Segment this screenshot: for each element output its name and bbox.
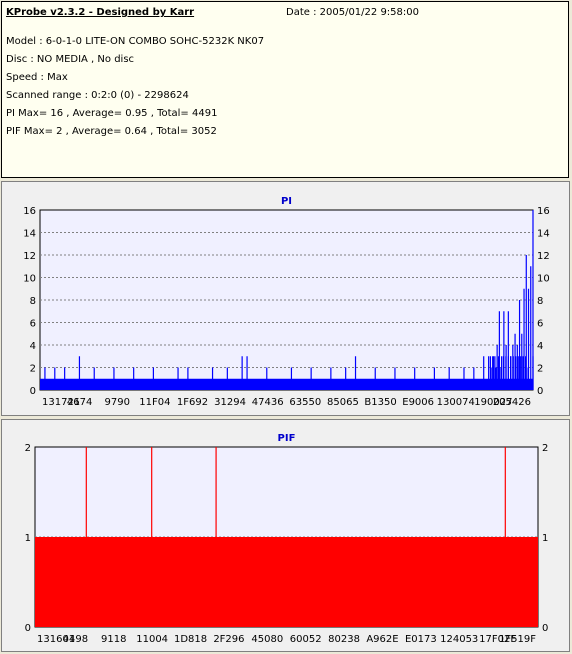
pi-ytick-left: 6 xyxy=(30,319,36,330)
pi-xtick-label: 31294 xyxy=(214,397,246,408)
scan-date: Date : 2005/01/22 9:58:00 xyxy=(286,7,419,18)
pif-xtick-label: 124053 xyxy=(440,634,478,645)
pi-xtick-label: 11F04 xyxy=(139,397,170,408)
pi-ytick-left: 14 xyxy=(23,229,36,240)
pi-ytick-left: 8 xyxy=(30,296,36,307)
pi-ytick-right: 4 xyxy=(537,341,543,352)
pif-xtick-label: 1D818 xyxy=(174,634,207,645)
pi-ytick-right: 14 xyxy=(537,229,550,240)
pi-ytick-right: 16 xyxy=(537,206,550,217)
pi-xtick-label: 205426 xyxy=(493,397,531,408)
pif-ytick-left: 1 xyxy=(25,533,31,544)
pif-xtick-label: 11004 xyxy=(136,634,168,645)
pi-xtick-label: 63550 xyxy=(289,397,321,408)
pif-ytick-right: 1 xyxy=(542,533,548,544)
pif-xtick-label: 60052 xyxy=(290,634,322,645)
pi-xtick-label: 47436 xyxy=(252,397,284,408)
pif-xtick-label: 17F02F xyxy=(479,634,516,645)
pi-chart-title: PI xyxy=(281,196,292,207)
model-line: Model : 6-0-1-0 LITE-ON COMBO SOHC-5232K… xyxy=(6,36,265,47)
range-line: Scanned range : 0:2:0 (0) - 2298624 xyxy=(6,90,189,101)
pif-xtick-label: 80238 xyxy=(328,634,360,645)
pi-ytick-left: 4 xyxy=(30,341,36,352)
pif-xtick-label: 4498 xyxy=(63,634,88,645)
pi-xtick-label: 130074 xyxy=(437,397,475,408)
pi-ytick-left: 10 xyxy=(23,274,36,285)
pif-xtick-label: 9118 xyxy=(101,634,126,645)
disc-line: Disc : NO MEDIA , No disc xyxy=(6,54,135,65)
pi-ytick-right: 6 xyxy=(537,319,543,330)
speed-line: Speed : Max xyxy=(6,72,68,83)
pif-ytick-left: 0 xyxy=(25,623,31,634)
pi-ytick-left: 12 xyxy=(23,251,36,262)
pi-ytick-right: 12 xyxy=(537,251,550,262)
pi-ytick-left: 0 xyxy=(30,386,36,397)
pif-chart-panel: PIF 0 0 1 1 2 2 131601 4498 9118 11004 1D818 2F296 45… xyxy=(1,419,570,652)
pi-xtick-label: 9790 xyxy=(105,397,130,408)
pi-baseline-bar xyxy=(40,378,533,390)
pif-xtick-label: 2F296 xyxy=(213,634,244,645)
pif-xtick-label: 1F519F xyxy=(499,634,536,645)
pi-xtick-label: 4674 xyxy=(67,397,92,408)
pif-baseline-bar xyxy=(35,537,538,627)
pi-summary-line: PI Max= 16 , Average= 0.95 , Total= 4491 xyxy=(6,108,218,119)
pi-xtick-label: 190027 xyxy=(474,397,512,408)
pi-xtick-label: B1350 xyxy=(364,397,396,408)
app-title: KProbe v2.3.2 - Designed by Karr xyxy=(6,7,195,18)
pif-xtick-label: E0173 xyxy=(405,634,437,645)
pif-summary-line: PIF Max= 2 , Average= 0.64 , Total= 3052 xyxy=(6,126,217,137)
info-panel: KProbe v2.3.2 - Designed by Karr Date : … xyxy=(1,1,569,178)
pi-xtick-label: 85065 xyxy=(327,397,359,408)
pif-xtick-label: 45080 xyxy=(251,634,283,645)
pi-plot-area xyxy=(39,209,534,391)
pif-xtick-label: A962E xyxy=(366,634,398,645)
pif-ytick-right: 0 xyxy=(542,623,548,634)
pif-chart-title: PIF xyxy=(278,433,296,444)
pi-ytick-left: 16 xyxy=(23,206,36,217)
pi-ytick-right: 10 xyxy=(537,274,550,285)
pi-ytick-right: 2 xyxy=(537,364,543,375)
pi-ytick-right: 0 xyxy=(537,386,543,397)
pi-xtick-label: 1F692 xyxy=(177,397,208,408)
pi-xtick-label: 131721 xyxy=(42,397,80,408)
pi-xtick-label: E9006 xyxy=(402,397,434,408)
pif-ytick-right: 2 xyxy=(542,443,548,454)
pif-ytick-left: 2 xyxy=(25,443,31,454)
pi-ytick-right: 8 xyxy=(537,296,543,307)
pi-chart-panel: PI 0 0 2 2 4 4 6 6 8 8 10 10 12 12 14 14 16 16 131721 4674 97… xyxy=(1,181,570,416)
pi-ytick-left: 2 xyxy=(30,364,36,375)
pif-xtick-label: 131601 xyxy=(37,634,75,645)
